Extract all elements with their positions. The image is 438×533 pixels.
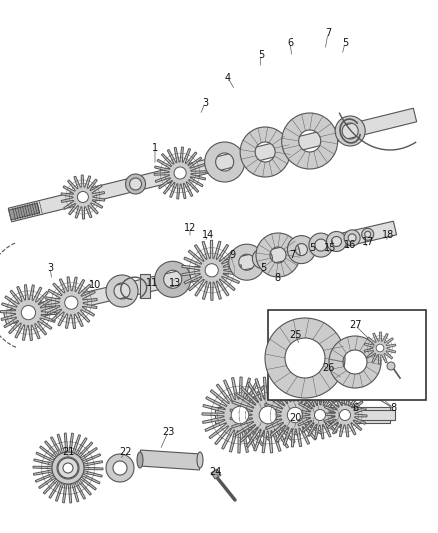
Text: 18: 18	[382, 230, 394, 240]
Wedge shape	[256, 233, 300, 277]
Text: 12: 12	[184, 223, 196, 233]
Circle shape	[287, 407, 303, 423]
Wedge shape	[287, 236, 315, 264]
Text: 27: 27	[349, 320, 361, 330]
Polygon shape	[4, 221, 396, 325]
Text: 25: 25	[289, 330, 301, 340]
Text: 8: 8	[274, 273, 280, 283]
Text: 4: 4	[225, 73, 231, 83]
Text: 11: 11	[146, 278, 158, 288]
Text: 5: 5	[342, 38, 348, 48]
Text: 17: 17	[362, 237, 374, 247]
Circle shape	[60, 461, 76, 475]
Text: 16: 16	[344, 240, 356, 250]
Wedge shape	[155, 261, 191, 297]
Text: 8: 8	[390, 403, 396, 413]
Text: 14: 14	[202, 230, 214, 240]
Text: 5: 5	[309, 243, 315, 253]
Polygon shape	[323, 393, 367, 437]
Text: 13: 13	[169, 278, 181, 288]
Text: 7: 7	[289, 250, 295, 260]
Text: 10: 10	[89, 280, 101, 290]
Ellipse shape	[197, 452, 203, 468]
Text: 7: 7	[325, 28, 331, 38]
Circle shape	[376, 344, 384, 352]
Text: 1: 1	[152, 143, 158, 153]
Polygon shape	[0, 285, 57, 341]
Wedge shape	[240, 127, 290, 177]
Wedge shape	[326, 231, 346, 252]
Wedge shape	[252, 248, 272, 269]
Wedge shape	[52, 452, 84, 484]
Circle shape	[58, 458, 78, 478]
Polygon shape	[46, 277, 97, 329]
Polygon shape	[202, 377, 278, 453]
Polygon shape	[296, 391, 344, 439]
Circle shape	[259, 406, 277, 424]
Text: 3: 3	[47, 263, 53, 273]
Polygon shape	[364, 332, 396, 364]
Text: 6: 6	[287, 38, 293, 48]
Wedge shape	[106, 454, 134, 482]
Text: 21: 21	[62, 447, 74, 457]
Bar	[141, 273, 150, 297]
Text: 26: 26	[322, 363, 334, 373]
Circle shape	[65, 296, 78, 309]
Circle shape	[78, 191, 88, 203]
Polygon shape	[154, 147, 206, 199]
Wedge shape	[309, 233, 333, 257]
Polygon shape	[211, 469, 221, 479]
Circle shape	[21, 305, 35, 320]
Wedge shape	[344, 230, 360, 246]
Circle shape	[339, 409, 350, 421]
Text: 23: 23	[162, 427, 174, 437]
Wedge shape	[329, 336, 381, 388]
Bar	[268, 310, 426, 400]
Polygon shape	[350, 410, 395, 420]
Wedge shape	[229, 244, 265, 280]
Circle shape	[387, 362, 395, 370]
Wedge shape	[126, 174, 145, 194]
Polygon shape	[263, 383, 327, 447]
Text: 24: 24	[209, 467, 221, 477]
Circle shape	[231, 406, 249, 424]
Polygon shape	[215, 407, 390, 423]
Text: 5: 5	[260, 263, 266, 273]
Circle shape	[174, 167, 186, 179]
Text: 15: 15	[324, 243, 336, 253]
Circle shape	[314, 409, 325, 421]
Wedge shape	[106, 275, 138, 307]
Text: 3: 3	[202, 98, 208, 108]
Text: 5: 5	[258, 50, 264, 60]
Wedge shape	[335, 116, 365, 146]
Polygon shape	[33, 433, 103, 503]
Polygon shape	[182, 240, 241, 300]
Wedge shape	[282, 113, 338, 169]
Text: 22: 22	[119, 447, 131, 457]
Wedge shape	[362, 228, 374, 240]
Text: 6: 6	[352, 403, 358, 413]
Polygon shape	[139, 450, 201, 470]
Ellipse shape	[137, 452, 143, 468]
Circle shape	[205, 264, 218, 277]
Polygon shape	[9, 203, 39, 220]
Polygon shape	[8, 108, 417, 222]
Polygon shape	[230, 377, 306, 453]
Wedge shape	[205, 142, 245, 182]
Text: 9: 9	[229, 250, 235, 260]
Polygon shape	[61, 175, 105, 219]
Text: 20: 20	[289, 413, 301, 423]
Circle shape	[63, 463, 73, 473]
Wedge shape	[265, 318, 345, 398]
